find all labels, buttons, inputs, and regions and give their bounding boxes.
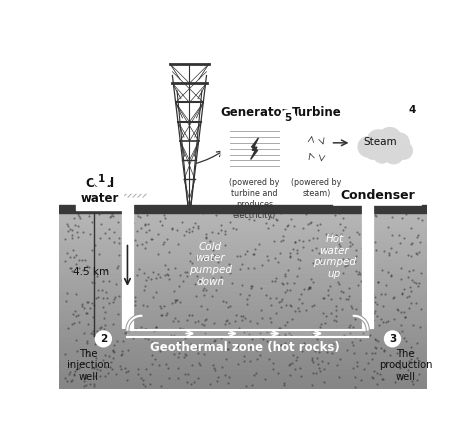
Bar: [334, 105, 421, 205]
Bar: [59, 297, 427, 302]
Bar: [59, 302, 427, 306]
Circle shape: [395, 142, 412, 159]
Bar: [59, 375, 427, 380]
Bar: [59, 316, 427, 320]
Circle shape: [94, 172, 109, 187]
Ellipse shape: [319, 126, 337, 171]
Bar: [59, 338, 427, 343]
Bar: [59, 361, 427, 366]
Bar: [59, 334, 427, 339]
Bar: [59, 246, 427, 251]
Circle shape: [384, 145, 403, 164]
Bar: [122, 203, 133, 328]
Bar: [59, 223, 427, 228]
Bar: [59, 278, 427, 284]
Bar: [59, 347, 427, 353]
Circle shape: [358, 137, 378, 157]
Bar: [59, 52, 427, 205]
Bar: [362, 141, 373, 328]
Bar: [59, 380, 427, 385]
Ellipse shape: [302, 132, 315, 165]
Circle shape: [96, 331, 111, 347]
Bar: [59, 329, 427, 334]
Bar: [59, 232, 427, 237]
Text: Geothermal zone (hot rocks): Geothermal zone (hot rocks): [150, 341, 340, 354]
Bar: [59, 320, 427, 325]
Bar: [59, 269, 427, 274]
Bar: [59, 384, 427, 389]
Text: Cold
water: Cold water: [81, 177, 119, 205]
Text: Turbine: Turbine: [292, 106, 341, 119]
Bar: [285, 122, 347, 176]
Text: The
injection
well: The injection well: [67, 349, 110, 382]
Bar: [59, 274, 427, 279]
Bar: [59, 292, 427, 297]
Bar: [362, 141, 373, 149]
Text: The
production
well: The production well: [379, 349, 432, 382]
Bar: [104, 166, 147, 203]
Bar: [59, 214, 427, 219]
Bar: [59, 343, 427, 348]
Text: Condenser: Condenser: [340, 189, 415, 202]
Bar: [59, 371, 427, 375]
Bar: [59, 242, 427, 247]
Text: 1: 1: [98, 174, 106, 184]
Text: 3: 3: [389, 334, 396, 344]
Circle shape: [378, 128, 401, 151]
Bar: [59, 306, 427, 311]
Circle shape: [367, 130, 389, 152]
Bar: [59, 237, 427, 242]
Bar: [59, 256, 427, 260]
Ellipse shape: [310, 128, 326, 169]
Bar: [128, 329, 368, 337]
Bar: [59, 205, 427, 212]
Text: Generator: Generator: [221, 106, 288, 119]
Bar: [59, 283, 427, 288]
Bar: [59, 260, 427, 265]
Bar: [320, 133, 334, 155]
Bar: [59, 288, 427, 293]
Bar: [320, 139, 334, 170]
Bar: [59, 218, 427, 224]
Circle shape: [365, 144, 381, 159]
Circle shape: [404, 103, 419, 118]
FancyBboxPatch shape: [221, 119, 288, 178]
Bar: [59, 357, 427, 362]
Bar: [334, 133, 347, 141]
Text: 4: 4: [408, 105, 416, 115]
Text: Hot
water
pumped
up: Hot water pumped up: [313, 234, 356, 279]
Text: Steam: Steam: [363, 137, 397, 147]
Text: Cold
water
pumped
down: Cold water pumped down: [189, 242, 232, 287]
Circle shape: [389, 133, 409, 153]
Bar: [59, 251, 427, 256]
Ellipse shape: [297, 137, 305, 160]
Circle shape: [280, 110, 296, 125]
Bar: [59, 352, 427, 357]
Text: 2: 2: [100, 334, 107, 344]
Bar: [59, 325, 427, 329]
Polygon shape: [251, 138, 258, 160]
Text: 4.5 km: 4.5 km: [73, 267, 109, 277]
Bar: [59, 311, 427, 316]
Text: (powered by
turbine and
produces
electricity): (powered by turbine and produces electri…: [229, 178, 280, 220]
Text: 5: 5: [284, 113, 292, 123]
Bar: [59, 265, 427, 270]
Bar: [76, 172, 123, 210]
Bar: [59, 228, 427, 233]
Text: (powered by
steam): (powered by steam): [292, 178, 342, 198]
Bar: [59, 366, 427, 371]
Bar: [59, 209, 427, 215]
Circle shape: [374, 146, 391, 163]
Ellipse shape: [331, 131, 345, 166]
Circle shape: [385, 331, 400, 347]
Bar: [59, 205, 427, 210]
